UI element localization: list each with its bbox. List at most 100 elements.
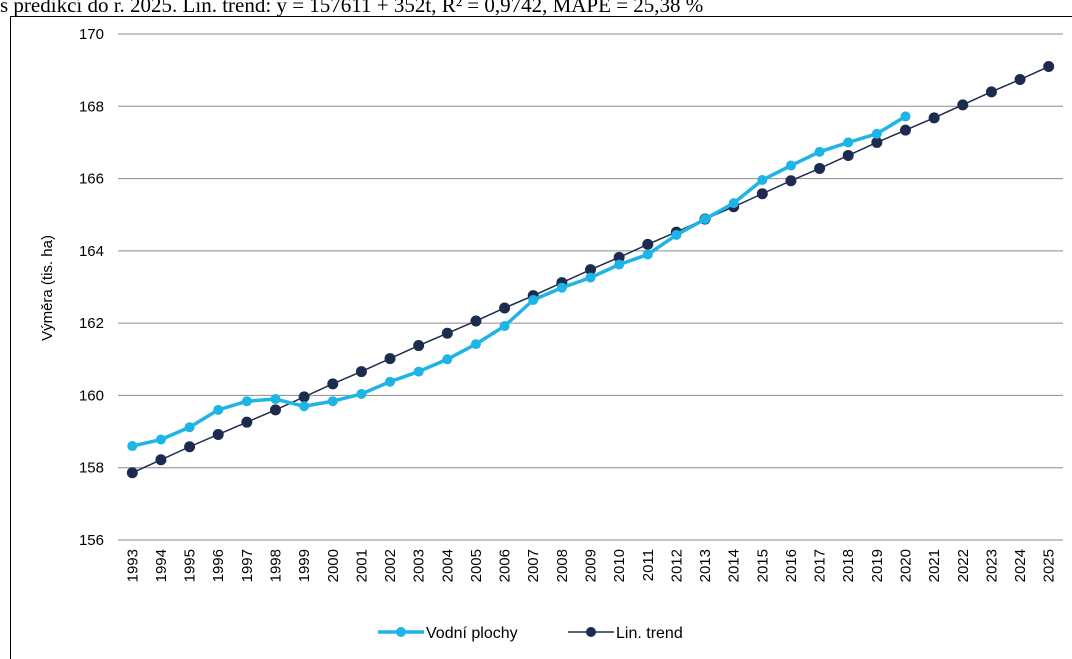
point-1-1995	[184, 441, 196, 453]
point-0-1998	[270, 394, 281, 405]
point-0-1999	[299, 401, 310, 412]
point-0-2007	[528, 295, 539, 306]
point-0-2016	[785, 160, 796, 171]
legend-marker-0	[396, 627, 406, 637]
point-1-2019	[871, 136, 883, 148]
y-axis-label: Výměra (tis. ha)	[39, 235, 56, 341]
point-1-2016	[785, 175, 797, 187]
x-tick-2018: 2018	[840, 549, 857, 582]
y-tick-156: 156	[79, 532, 104, 549]
point-1-2004	[441, 327, 453, 339]
point-0-2005	[470, 339, 481, 350]
point-1-2002	[384, 353, 396, 365]
point-0-2013	[700, 214, 711, 225]
point-0-2002	[385, 376, 396, 387]
x-tick-1995: 1995	[182, 549, 199, 582]
point-1-1993	[126, 467, 138, 479]
point-1-2003	[413, 340, 425, 352]
series-line-0	[131, 114, 907, 448]
point-0-2017	[814, 146, 825, 157]
point-0-2014	[728, 198, 739, 209]
point-0-2011	[642, 249, 653, 260]
point-0-2018	[843, 137, 854, 148]
x-tick-2012: 2012	[668, 549, 685, 582]
x-tick-2014: 2014	[726, 549, 743, 582]
x-tick-2016: 2016	[783, 549, 800, 582]
point-0-1997	[241, 396, 252, 407]
point-1-2023	[985, 86, 997, 98]
point-0-2009	[585, 272, 596, 283]
x-tick-2007: 2007	[525, 549, 542, 582]
point-1-2025	[1043, 61, 1055, 73]
point-0-2012	[671, 229, 682, 240]
point-1-2022	[957, 99, 969, 111]
point-1-2021	[928, 112, 940, 124]
x-tick-1994: 1994	[153, 549, 170, 582]
point-0-1993	[127, 441, 138, 452]
point-1-2005	[470, 315, 482, 327]
x-tick-2009: 2009	[583, 549, 600, 582]
y-tick-162: 162	[79, 315, 104, 332]
point-1-2015	[756, 188, 768, 200]
x-tick-1993: 1993	[124, 549, 141, 582]
x-tick-1998: 1998	[268, 549, 285, 582]
x-tick-2008: 2008	[554, 549, 571, 582]
x-tick-2004: 2004	[439, 549, 456, 582]
point-0-2003	[413, 366, 424, 377]
x-tick-2000: 2000	[325, 549, 342, 582]
x-tick-1997: 1997	[239, 549, 256, 582]
point-1-2020	[900, 124, 911, 136]
x-tick-2010: 2010	[611, 549, 628, 582]
point-1-2011	[642, 238, 654, 250]
point-1-2010	[613, 251, 625, 263]
legend: Vodní plochy Lin. trend	[378, 625, 683, 642]
x-tick-2017: 2017	[812, 549, 829, 582]
y-tick-158: 158	[79, 460, 104, 477]
legend-label-1: Lin. trend	[616, 625, 683, 642]
point-1-2009	[585, 264, 596, 276]
point-1-2000	[327, 378, 339, 390]
point-1-2001	[355, 366, 367, 378]
point-0-1994	[155, 434, 166, 445]
x-tick-2023: 2023	[983, 549, 1000, 582]
gridlines	[118, 33, 1063, 541]
point-1-2017	[814, 162, 826, 174]
legend-label-0: Vodní plochy	[426, 625, 518, 642]
x-tick-2022: 2022	[955, 549, 972, 582]
point-0-2008	[556, 282, 567, 293]
x-tick-2001: 2001	[353, 549, 370, 582]
legend-marker-1	[586, 627, 596, 637]
point-0-2015	[757, 175, 768, 186]
point-0-1995	[184, 422, 195, 433]
x-tick-2015: 2015	[754, 549, 771, 582]
point-0-2004	[442, 354, 453, 365]
x-tick-2020: 2020	[898, 549, 915, 582]
x-tick-2013: 2013	[697, 549, 714, 582]
point-0-1996	[213, 404, 224, 415]
point-0-2020	[900, 111, 911, 122]
y-tick-168: 168	[79, 98, 104, 115]
x-tick-2024: 2024	[1012, 549, 1029, 582]
point-0-2000	[327, 396, 338, 407]
point-0-2006	[499, 321, 510, 332]
point-0-2010	[614, 259, 625, 270]
x-tick-2002: 2002	[382, 549, 399, 582]
point-0-2019	[871, 128, 882, 139]
x-tick-1999: 1999	[296, 549, 313, 582]
point-1-2024	[1014, 74, 1026, 86]
x-tick-2019: 2019	[869, 549, 886, 582]
point-1-2006	[499, 302, 511, 314]
x-tick-1996: 1996	[210, 549, 227, 582]
point-1-1996	[212, 428, 224, 440]
point-1-2018	[842, 149, 854, 161]
x-tick-2006: 2006	[497, 549, 514, 582]
y-tick-170: 170	[79, 26, 104, 43]
y-tick-166: 166	[79, 171, 104, 188]
point-1-1999	[298, 391, 310, 403]
point-1-1994	[155, 454, 167, 466]
chart-frame	[10, 16, 1072, 659]
series-lines	[126, 61, 1055, 479]
point-1-1997	[241, 416, 253, 428]
y-tick-labels: 156 158 160 162 164 166 168 170	[79, 26, 104, 549]
